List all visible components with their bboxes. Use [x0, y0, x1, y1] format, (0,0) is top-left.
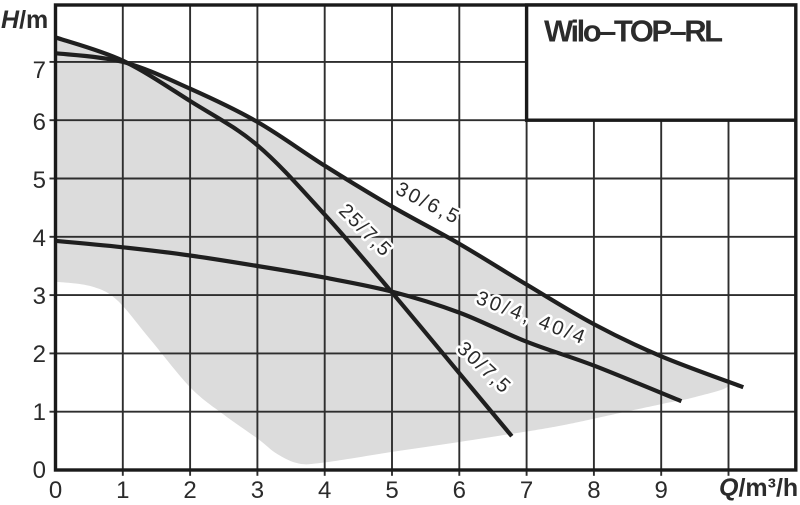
svg-text:6: 6 — [33, 109, 46, 136]
svg-text:Q/m³/h: Q/m³/h — [719, 474, 798, 502]
svg-text:2: 2 — [183, 477, 196, 504]
svg-text:3: 3 — [251, 477, 264, 504]
svg-text:7: 7 — [33, 57, 46, 84]
svg-text:5: 5 — [385, 477, 398, 504]
svg-text:0: 0 — [33, 457, 46, 484]
svg-text:4: 4 — [318, 477, 331, 504]
svg-text:6: 6 — [453, 477, 466, 504]
svg-text:8: 8 — [587, 477, 600, 504]
svg-text:4: 4 — [33, 225, 46, 252]
svg-text:1: 1 — [33, 399, 46, 426]
svg-text:H/m: H/m — [1, 6, 48, 34]
svg-text:7: 7 — [520, 477, 533, 504]
svg-text:5: 5 — [33, 167, 46, 194]
svg-text:3: 3 — [33, 283, 46, 310]
svg-text:0: 0 — [49, 477, 62, 504]
svg-text:9: 9 — [655, 477, 668, 504]
svg-text:Wilo–TOP–RL: Wilo–TOP–RL — [544, 14, 722, 49]
svg-text:1: 1 — [116, 477, 129, 504]
svg-text:2: 2 — [33, 341, 46, 368]
